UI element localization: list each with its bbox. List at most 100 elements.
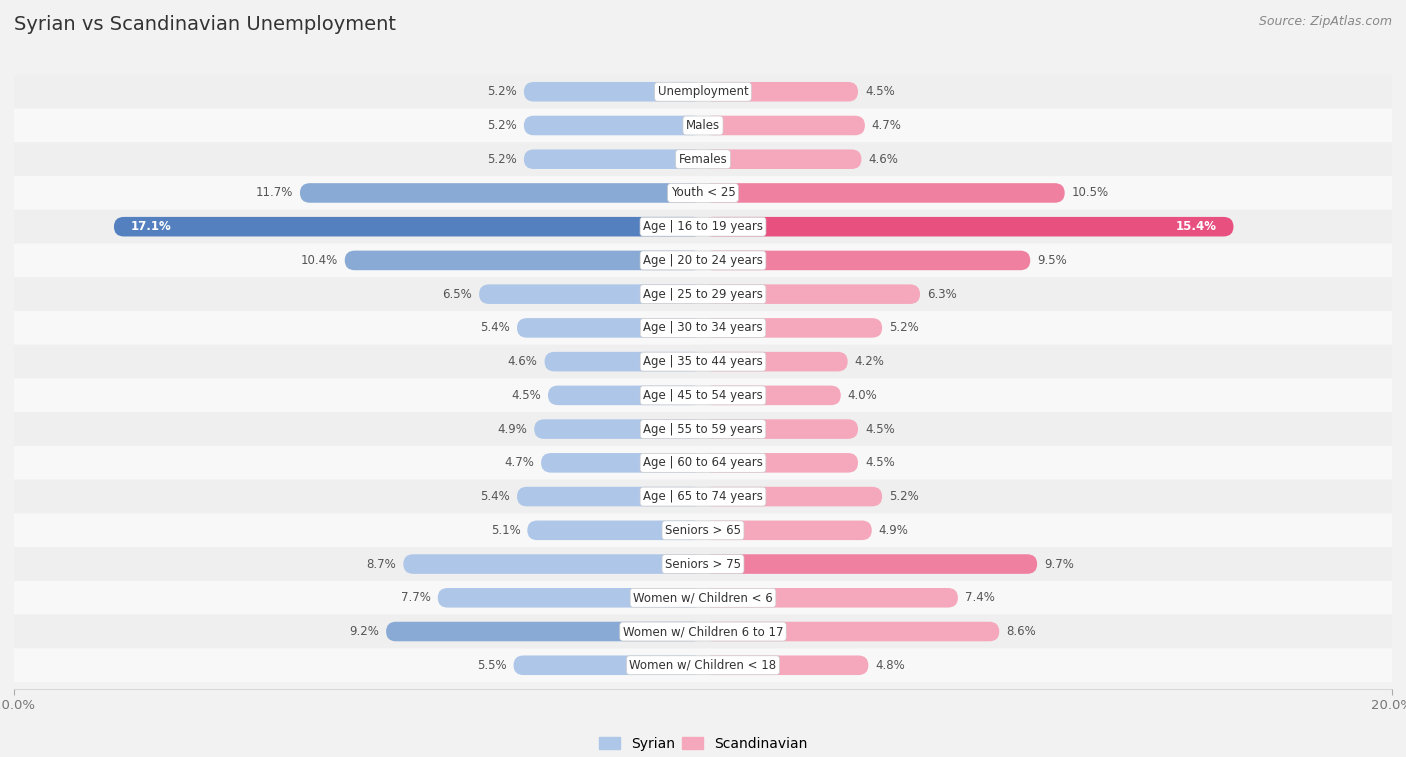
Text: 9.7%: 9.7% [1045,558,1074,571]
Text: 4.6%: 4.6% [869,153,898,166]
FancyBboxPatch shape [0,513,1406,547]
Text: 5.2%: 5.2% [889,322,918,335]
FancyBboxPatch shape [0,311,1406,344]
FancyBboxPatch shape [0,378,1406,413]
FancyBboxPatch shape [703,116,865,136]
FancyBboxPatch shape [703,487,882,506]
Text: 4.8%: 4.8% [875,659,905,671]
FancyBboxPatch shape [0,615,1406,649]
FancyBboxPatch shape [703,656,869,675]
Text: 11.7%: 11.7% [256,186,292,199]
FancyBboxPatch shape [527,521,703,540]
Text: Women w/ Children < 6: Women w/ Children < 6 [633,591,773,604]
FancyBboxPatch shape [524,82,703,101]
FancyBboxPatch shape [703,419,858,439]
FancyBboxPatch shape [387,621,703,641]
Text: Women w/ Children < 18: Women w/ Children < 18 [630,659,776,671]
FancyBboxPatch shape [703,521,872,540]
Text: 5.2%: 5.2% [488,119,517,132]
FancyBboxPatch shape [703,183,1064,203]
Text: Age | 35 to 44 years: Age | 35 to 44 years [643,355,763,368]
Text: 4.2%: 4.2% [855,355,884,368]
FancyBboxPatch shape [344,251,703,270]
Text: Youth < 25: Youth < 25 [671,186,735,199]
Text: Age | 55 to 59 years: Age | 55 to 59 years [643,422,763,435]
Text: Age | 60 to 64 years: Age | 60 to 64 years [643,456,763,469]
FancyBboxPatch shape [114,217,703,236]
FancyBboxPatch shape [513,656,703,675]
Text: Females: Females [679,153,727,166]
FancyBboxPatch shape [517,318,703,338]
FancyBboxPatch shape [548,385,703,405]
Text: 6.5%: 6.5% [443,288,472,301]
Text: Age | 65 to 74 years: Age | 65 to 74 years [643,490,763,503]
Text: 4.9%: 4.9% [498,422,527,435]
FancyBboxPatch shape [703,285,920,304]
Text: 9.2%: 9.2% [349,625,380,638]
Text: Source: ZipAtlas.com: Source: ZipAtlas.com [1258,15,1392,28]
Text: 5.2%: 5.2% [488,86,517,98]
Text: 4.5%: 4.5% [512,389,541,402]
FancyBboxPatch shape [703,453,858,472]
FancyBboxPatch shape [544,352,703,372]
Text: 5.4%: 5.4% [481,490,510,503]
Text: Seniors > 75: Seniors > 75 [665,558,741,571]
Text: 10.4%: 10.4% [301,254,337,267]
Text: 6.3%: 6.3% [927,288,956,301]
FancyBboxPatch shape [299,183,703,203]
Text: Age | 16 to 19 years: Age | 16 to 19 years [643,220,763,233]
FancyBboxPatch shape [703,588,957,608]
FancyBboxPatch shape [0,547,1406,581]
FancyBboxPatch shape [0,413,1406,446]
Text: Syrian vs Scandinavian Unemployment: Syrian vs Scandinavian Unemployment [14,15,396,34]
FancyBboxPatch shape [541,453,703,472]
Text: 5.4%: 5.4% [481,322,510,335]
Text: 9.5%: 9.5% [1038,254,1067,267]
FancyBboxPatch shape [479,285,703,304]
Text: 10.5%: 10.5% [1071,186,1109,199]
Text: 17.1%: 17.1% [131,220,172,233]
FancyBboxPatch shape [437,588,703,608]
FancyBboxPatch shape [0,446,1406,480]
Text: 4.6%: 4.6% [508,355,537,368]
Text: 5.2%: 5.2% [488,153,517,166]
FancyBboxPatch shape [524,116,703,136]
FancyBboxPatch shape [524,149,703,169]
FancyBboxPatch shape [0,649,1406,682]
FancyBboxPatch shape [0,480,1406,513]
Text: Age | 20 to 24 years: Age | 20 to 24 years [643,254,763,267]
FancyBboxPatch shape [703,82,858,101]
Text: 8.7%: 8.7% [367,558,396,571]
FancyBboxPatch shape [0,244,1406,277]
Text: 4.9%: 4.9% [879,524,908,537]
FancyBboxPatch shape [703,621,1000,641]
Text: Males: Males [686,119,720,132]
FancyBboxPatch shape [703,217,1233,236]
FancyBboxPatch shape [703,251,1031,270]
Text: 5.1%: 5.1% [491,524,520,537]
FancyBboxPatch shape [703,554,1038,574]
FancyBboxPatch shape [0,210,1406,244]
Text: 4.0%: 4.0% [848,389,877,402]
Text: 4.7%: 4.7% [505,456,534,469]
Text: Unemployment: Unemployment [658,86,748,98]
Text: Age | 45 to 54 years: Age | 45 to 54 years [643,389,763,402]
Text: Women w/ Children 6 to 17: Women w/ Children 6 to 17 [623,625,783,638]
Text: 7.4%: 7.4% [965,591,994,604]
FancyBboxPatch shape [0,176,1406,210]
Text: 8.6%: 8.6% [1007,625,1036,638]
Text: Age | 25 to 29 years: Age | 25 to 29 years [643,288,763,301]
FancyBboxPatch shape [0,108,1406,142]
Legend: Syrian, Scandinavian: Syrian, Scandinavian [593,731,813,756]
Text: 4.7%: 4.7% [872,119,901,132]
Text: 4.5%: 4.5% [865,456,894,469]
Text: 5.5%: 5.5% [477,659,506,671]
FancyBboxPatch shape [534,419,703,439]
FancyBboxPatch shape [0,344,1406,378]
Text: Age | 30 to 34 years: Age | 30 to 34 years [643,322,763,335]
Text: 15.4%: 15.4% [1175,220,1216,233]
Text: 7.7%: 7.7% [401,591,430,604]
FancyBboxPatch shape [0,581,1406,615]
FancyBboxPatch shape [703,318,882,338]
FancyBboxPatch shape [0,277,1406,311]
